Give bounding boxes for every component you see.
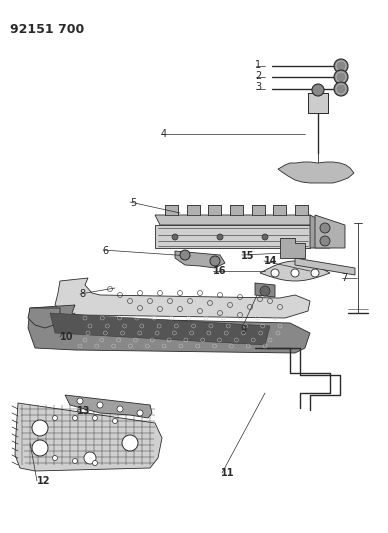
Text: 15: 15 xyxy=(241,251,255,261)
Circle shape xyxy=(312,84,324,96)
Circle shape xyxy=(334,82,348,96)
Circle shape xyxy=(52,456,57,461)
Text: 11: 11 xyxy=(221,469,235,478)
Circle shape xyxy=(73,458,78,464)
Polygon shape xyxy=(308,93,328,113)
Polygon shape xyxy=(315,215,345,248)
Polygon shape xyxy=(50,313,270,345)
Polygon shape xyxy=(165,205,178,215)
Polygon shape xyxy=(295,258,355,275)
Circle shape xyxy=(334,70,348,84)
Polygon shape xyxy=(278,162,354,183)
Circle shape xyxy=(320,236,330,246)
Circle shape xyxy=(262,234,268,240)
Text: 10: 10 xyxy=(60,332,74,342)
Text: 2: 2 xyxy=(255,71,262,80)
Circle shape xyxy=(84,452,96,464)
Text: 12: 12 xyxy=(37,476,50,486)
Polygon shape xyxy=(295,205,308,215)
Polygon shape xyxy=(65,395,152,418)
Polygon shape xyxy=(28,305,310,353)
Circle shape xyxy=(77,398,83,404)
Polygon shape xyxy=(187,205,200,215)
Circle shape xyxy=(122,435,138,451)
Circle shape xyxy=(172,234,178,240)
Circle shape xyxy=(291,269,299,277)
Circle shape xyxy=(73,416,78,421)
Circle shape xyxy=(180,250,190,260)
Circle shape xyxy=(334,59,348,73)
Polygon shape xyxy=(273,205,286,215)
Circle shape xyxy=(311,269,319,277)
Circle shape xyxy=(97,402,103,408)
Text: 14: 14 xyxy=(264,256,277,266)
Polygon shape xyxy=(260,261,330,281)
Circle shape xyxy=(271,269,279,277)
Polygon shape xyxy=(55,278,310,318)
Text: 8: 8 xyxy=(80,289,86,299)
Text: 3: 3 xyxy=(255,82,262,92)
Polygon shape xyxy=(230,205,243,215)
Text: 13: 13 xyxy=(77,407,90,416)
Circle shape xyxy=(32,420,48,436)
Polygon shape xyxy=(252,205,265,215)
Polygon shape xyxy=(280,238,305,258)
Text: 9: 9 xyxy=(241,326,247,335)
Circle shape xyxy=(52,416,57,421)
Circle shape xyxy=(260,286,270,296)
Text: 92151 700: 92151 700 xyxy=(10,23,84,36)
Circle shape xyxy=(320,223,330,233)
Text: 4: 4 xyxy=(161,130,167,139)
Circle shape xyxy=(92,416,97,421)
Circle shape xyxy=(137,410,143,416)
Polygon shape xyxy=(155,215,315,225)
Polygon shape xyxy=(15,403,162,471)
Polygon shape xyxy=(28,308,60,328)
Text: 1: 1 xyxy=(255,60,262,70)
Polygon shape xyxy=(310,215,330,248)
Circle shape xyxy=(92,461,97,465)
Polygon shape xyxy=(175,251,225,268)
Circle shape xyxy=(32,440,48,456)
Circle shape xyxy=(217,234,223,240)
Circle shape xyxy=(210,256,220,266)
Polygon shape xyxy=(155,225,310,248)
Text: 7: 7 xyxy=(341,273,348,283)
Polygon shape xyxy=(255,283,275,297)
Text: 5: 5 xyxy=(130,198,136,207)
Circle shape xyxy=(113,418,118,424)
Text: 6: 6 xyxy=(103,246,109,255)
Circle shape xyxy=(117,406,123,412)
Polygon shape xyxy=(208,205,221,215)
Text: 16: 16 xyxy=(213,266,226,276)
